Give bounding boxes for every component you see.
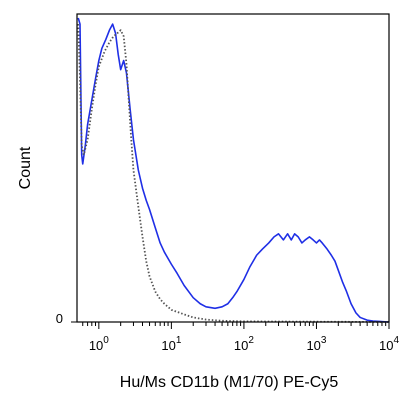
ticks-layer: 100 101 102 103 104 0 [56,311,400,353]
x-tick-label: 102 [234,335,254,353]
x-tick-label: 104 [379,335,399,353]
plot-frame [76,13,390,323]
x-axis-title: Hu/Ms CD11b (M1/70) PE-Cy5 [120,374,339,391]
x-tick-label: 100 [89,335,109,353]
series-layer [77,17,390,323]
y-axis-title: Count [17,146,34,189]
histogram-series-control [77,24,390,323]
histogram-series-stained [77,17,390,323]
x-tick-label: 101 [161,335,181,353]
y-tick-label: 0 [56,311,63,326]
x-tick-label: 103 [306,335,326,353]
